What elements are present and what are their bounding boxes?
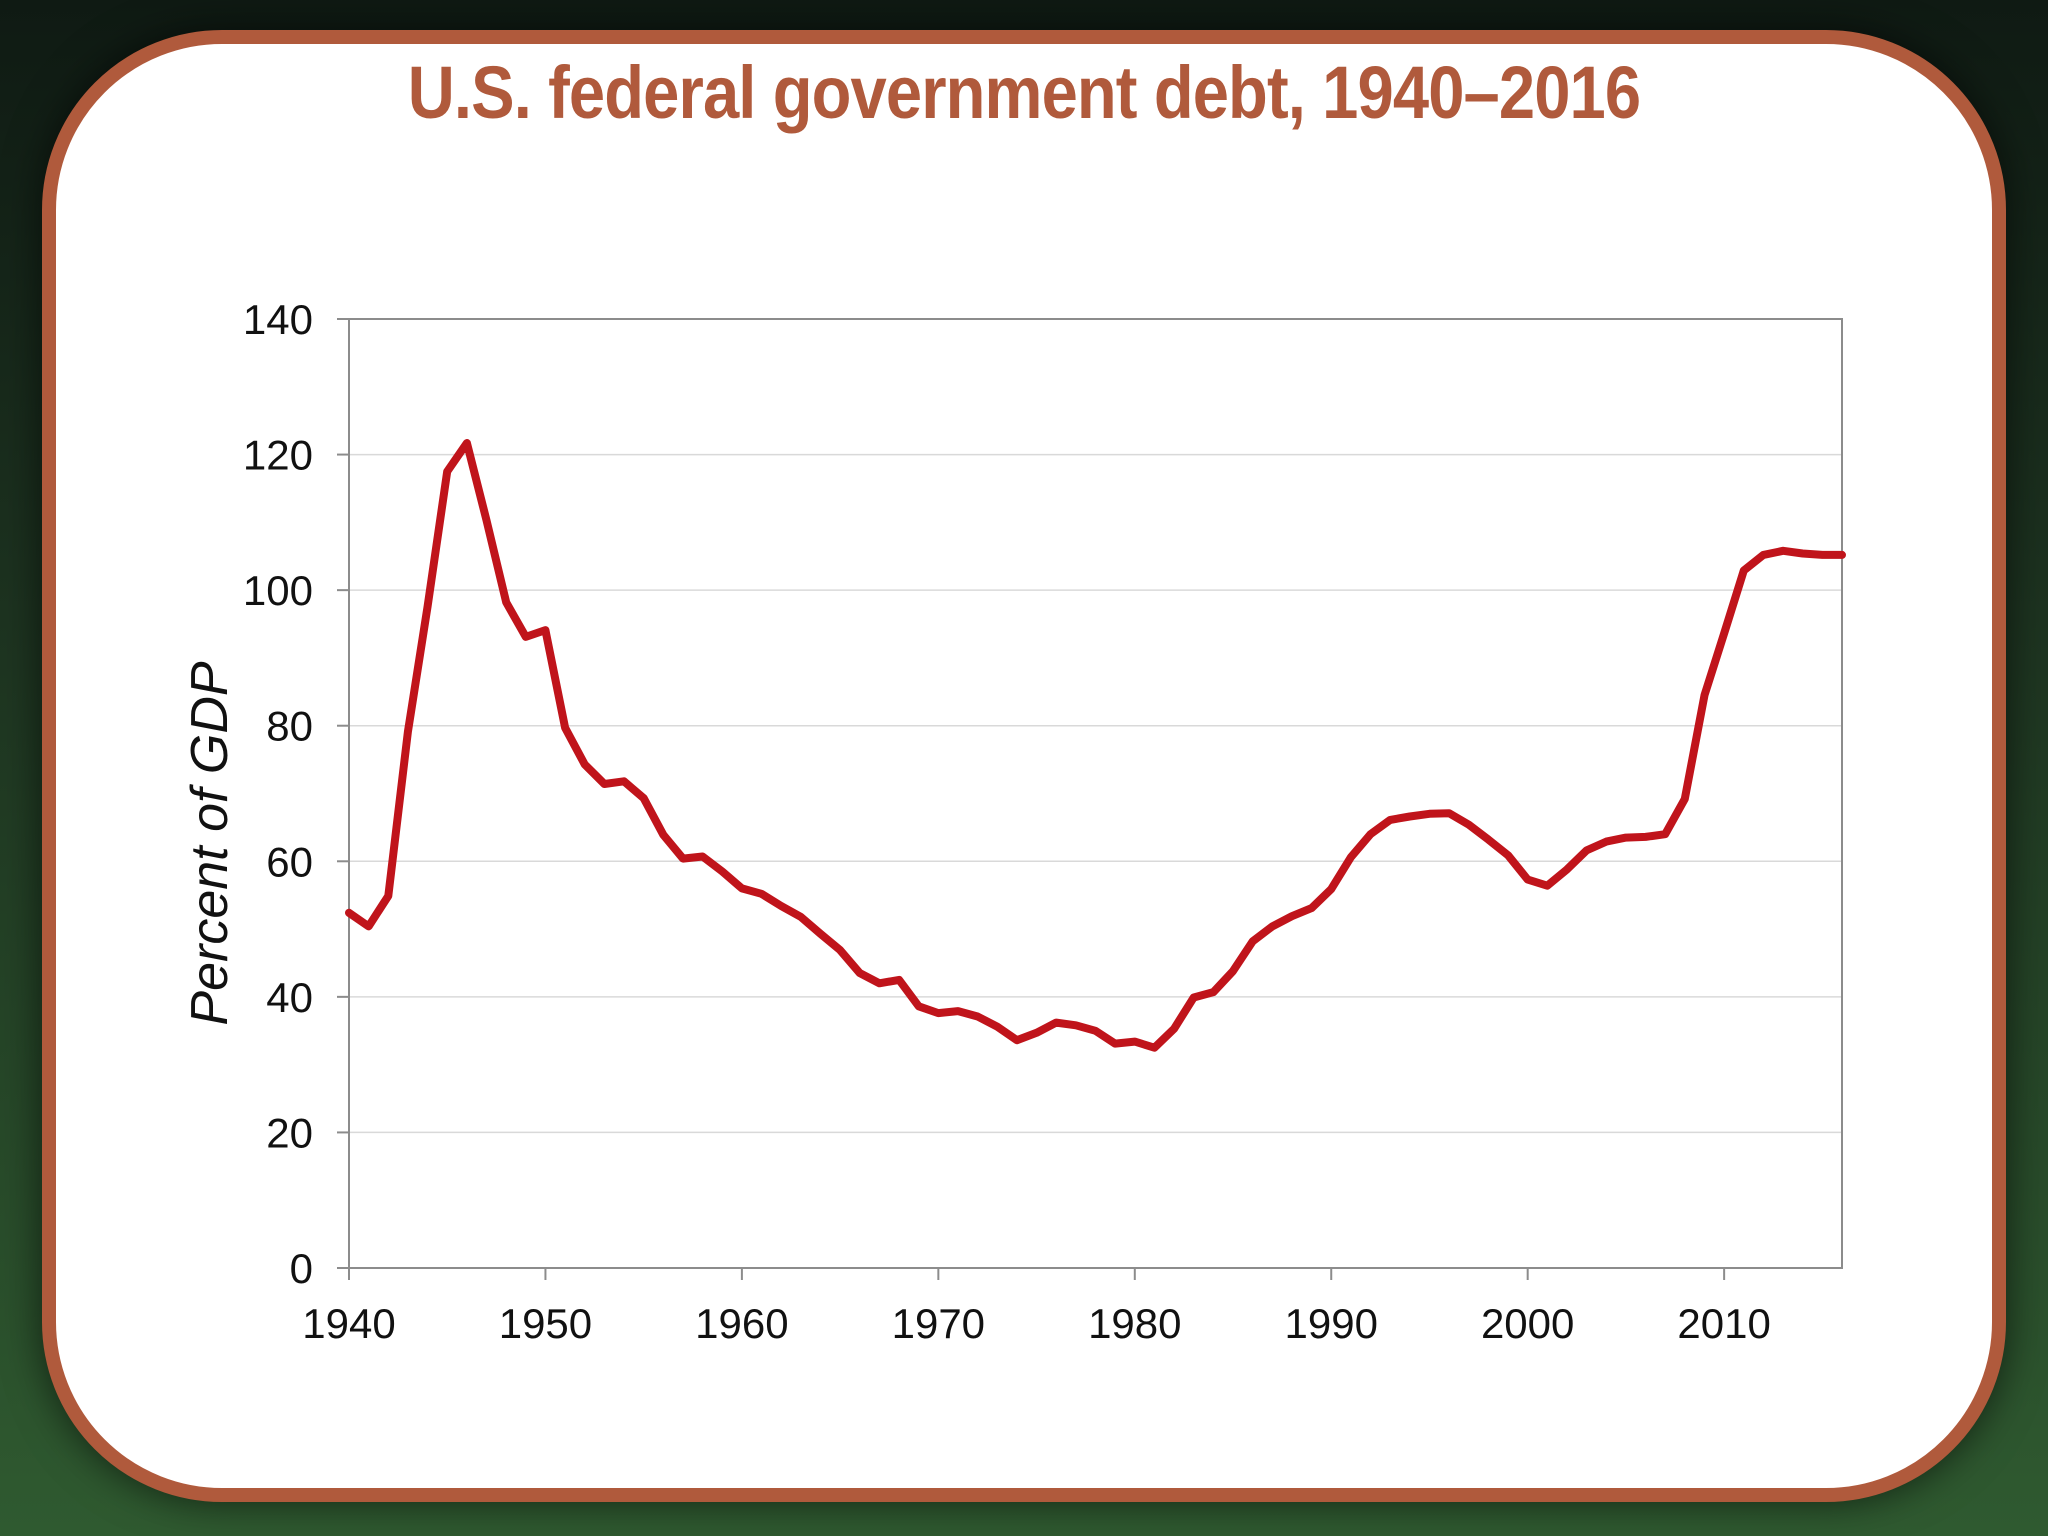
series-layer [345,439,1846,1052]
y-tick-label-20: 20 [266,1109,313,1156]
series-line-0 [345,439,1846,1052]
x-tick-label-2010: 2010 [1677,1300,1770,1347]
x-tick-label-1980: 1980 [1088,1300,1181,1347]
y-axis-title: Percent of GDP [181,661,239,1025]
y-tick-label-40: 40 [266,974,313,1021]
x-tick-label-1940: 1940 [302,1300,395,1347]
y-tick-label-140: 140 [243,296,313,343]
x-tick-label-1990: 1990 [1285,1300,1378,1347]
x-tick-label-1960: 1960 [695,1300,788,1347]
y-tick-label-120: 120 [243,432,313,479]
y-tick-label-100: 100 [243,567,313,614]
x-tick-label-1970: 1970 [892,1300,985,1347]
y-tick-label-60: 60 [266,838,313,885]
x-tick-label-2000: 2000 [1481,1300,1574,1347]
y-tick-label-80: 80 [266,703,313,750]
slide-frame [42,30,2006,1502]
x-tick-label-1950: 1950 [499,1300,592,1347]
gridlines [349,453,1842,1134]
chart-title: U.S. federal government debt, 1940–2016 [407,51,1641,134]
x-axis: 1940 1950 1960 1970 1980 1990 2000 2010 [302,1268,1771,1347]
y-tick-label-0: 0 [290,1245,313,1292]
y-axis: 0 20 40 60 80 100 120 140 [243,296,349,1292]
plot-area-border [348,318,1843,1269]
